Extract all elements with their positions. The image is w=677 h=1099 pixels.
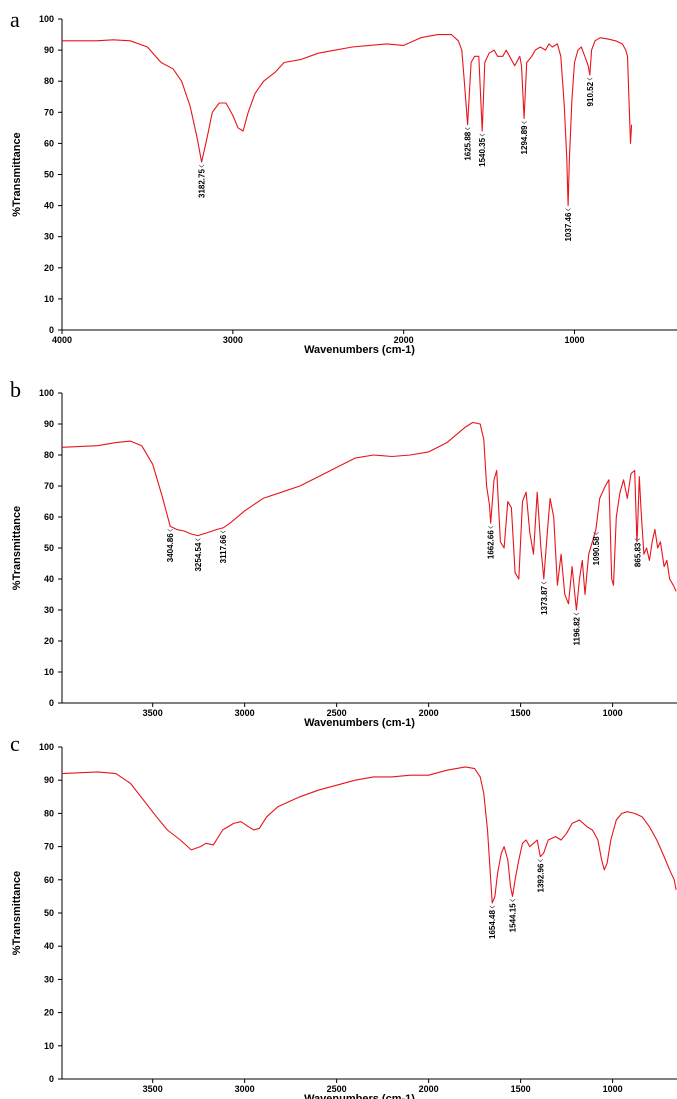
y-tick-label: 80	[44, 450, 54, 460]
y-tick-label: 70	[44, 107, 54, 117]
peak-marker	[489, 905, 495, 909]
y-tick-label: 80	[44, 808, 54, 818]
y-axis-title: %Transmittance	[11, 506, 23, 590]
y-tick-label: 20	[44, 263, 54, 273]
x-axis-title: Wavenumbers (cm-1)	[304, 1093, 415, 1099]
y-tick-label: 10	[44, 667, 54, 677]
y-tick-label: 0	[49, 698, 54, 708]
x-tick-label: 2000	[419, 708, 439, 718]
y-tick-label: 20	[44, 636, 54, 646]
y-tick-label: 30	[44, 605, 54, 615]
peak-marker	[593, 532, 599, 535]
y-tick-label: 60	[44, 138, 54, 148]
y-tick-label: 30	[44, 974, 54, 984]
y-tick-label: 40	[44, 941, 54, 951]
x-tick-label: 1500	[511, 1084, 531, 1094]
peak-label: 3182.75	[198, 169, 207, 198]
peak-label: 1544.15	[509, 903, 518, 932]
x-tick-label: 1000	[603, 1084, 623, 1094]
y-tick-label: 50	[44, 170, 54, 180]
x-tick-label: 4000	[52, 335, 72, 345]
y-tick-label: 20	[44, 1008, 54, 1018]
peak-label: 1037.46	[564, 212, 573, 241]
x-tick-label: 2000	[394, 335, 414, 345]
y-tick-label: 10	[44, 1041, 54, 1051]
peak-label: 3404.86	[166, 533, 175, 562]
spectrum-line	[61, 421, 677, 611]
peak-marker	[198, 164, 205, 168]
peak-marker	[479, 133, 485, 137]
y-tick-label: 40	[44, 574, 54, 584]
spectrum-line	[62, 34, 633, 207]
panel-letter: c	[10, 731, 20, 756]
peak-label: 1654.48	[488, 909, 497, 938]
x-tick-label: 1000	[564, 335, 584, 345]
y-tick-label: 70	[44, 481, 54, 491]
panel-c: c 0 10 20 30 40 50 60 70 80 90 100 3500 3000 2500 2000…	[10, 731, 677, 1099]
x-tick-label: 3000	[235, 1084, 255, 1094]
peak-marker	[537, 859, 544, 862]
peak-label: 3117.66	[219, 534, 228, 563]
peak-marker	[573, 612, 580, 616]
peak-marker	[587, 77, 593, 81]
peak-label: 1373.87	[540, 585, 549, 614]
y-tick-label: 100	[39, 742, 54, 752]
panel-letter: a	[10, 7, 20, 32]
y-tick-label: 70	[44, 842, 54, 852]
peak-marker	[565, 208, 571, 211]
peak-label: 1392.96	[536, 863, 545, 892]
y-tick-label: 90	[44, 775, 54, 785]
y-tick-label: 60	[44, 875, 54, 885]
y-tick-label: 100	[39, 388, 54, 398]
y-tick-label: 0	[49, 325, 54, 335]
peak-label: 1662.66	[487, 530, 496, 559]
x-tick-label: 3500	[143, 1084, 163, 1094]
peak-label: 1294.89	[520, 125, 529, 154]
peak-label: 1090.58	[592, 536, 601, 565]
y-tick-label: 40	[44, 201, 54, 211]
peak-label: 3254.54	[194, 542, 203, 571]
x-tick-label: 2000	[419, 1084, 439, 1094]
y-tick-label: 60	[44, 512, 54, 522]
peak-marker	[195, 538, 201, 541]
panel-b: b 0 10 20 30 40 50 60 70 80 90 100 3500 3000 2500 2000…	[10, 377, 677, 729]
peak-label: 1540.35	[478, 137, 487, 166]
peak-label: 1196.82	[572, 616, 581, 645]
x-tick-label: 1500	[511, 708, 531, 718]
y-tick-label: 90	[44, 419, 54, 429]
y-tick-label: 30	[44, 232, 54, 242]
spectrum-line	[61, 766, 677, 904]
x-tick-label: 3000	[235, 708, 255, 718]
x-tick-label: 3000	[223, 335, 243, 345]
peak-marker	[509, 899, 516, 902]
x-axis-title: Wavenumbers (cm-1)	[304, 717, 415, 729]
x-tick-label: 2500	[327, 708, 347, 718]
panel-letter: b	[10, 377, 21, 402]
y-axis-title: %Transmittance	[11, 132, 23, 216]
peak-label: 1625.88	[464, 131, 473, 160]
y-tick-label: 50	[44, 543, 54, 553]
y-tick-label: 10	[44, 294, 54, 304]
y-axis-title: %Transmittance	[11, 871, 23, 955]
peak-label: 910.52	[586, 81, 595, 106]
peak-marker	[488, 525, 494, 529]
peak-marker	[464, 127, 471, 131]
y-tick-label: 80	[44, 76, 54, 86]
x-tick-label: 1000	[603, 708, 623, 718]
x-axis-title: Wavenumbers (cm-1)	[304, 344, 415, 356]
x-tick-label: 3500	[143, 708, 163, 718]
peak-marker	[541, 581, 547, 585]
peak-marker	[634, 538, 640, 541]
panel-a: a 0 10 20 30 40 50 60 70 80 90 100 4000 3000 2000 1000…	[10, 7, 677, 356]
y-tick-label: 0	[49, 1074, 54, 1084]
x-tick-label: 2500	[327, 1084, 347, 1094]
peak-marker	[220, 530, 226, 534]
y-tick-label: 50	[44, 908, 54, 918]
y-tick-label: 100	[39, 14, 54, 24]
y-tick-label: 90	[44, 45, 54, 55]
peak-label: 865.83	[633, 542, 642, 567]
peak-marker	[521, 121, 527, 124]
peak-marker	[167, 529, 173, 532]
